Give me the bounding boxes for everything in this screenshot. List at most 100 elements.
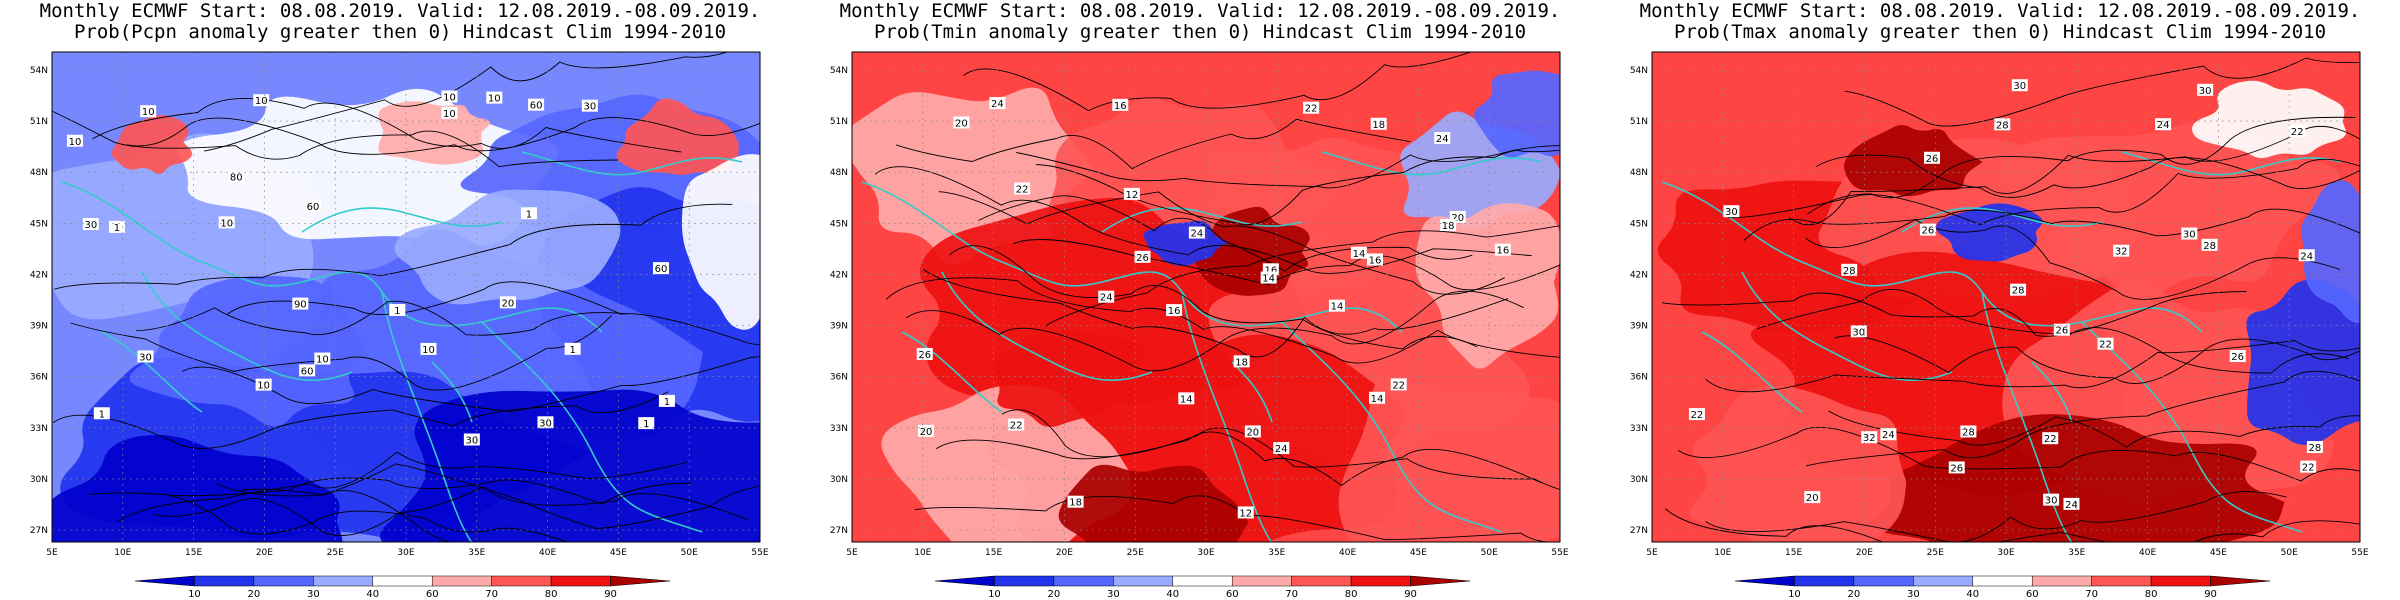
svg-text:24: 24 [1882, 430, 1895, 441]
svg-text:32: 32 [1863, 433, 1876, 444]
coastline [1981, 291, 2073, 542]
contour-line [938, 191, 1505, 295]
contour-label: 26 [1948, 461, 1965, 474]
contour-label: 1 [658, 394, 675, 408]
svg-text:30: 30 [2199, 86, 2212, 97]
colorbar-tick-label: 40 [1966, 589, 1979, 600]
latitude-label: 42N [830, 270, 848, 280]
contour-line [1677, 426, 2360, 482]
contour-line [1845, 57, 2360, 127]
longitude-label: 20E [1056, 548, 1073, 558]
latitude-label: 33N [30, 424, 48, 434]
longitude-label: 55E [2351, 548, 2368, 558]
map-panel-tmax: Monthly ECMWF Start: 08.08.2019. Valid: … [1600, 0, 2400, 600]
contour-label: 26 [1134, 250, 1151, 264]
latitude-label: 54N [830, 66, 848, 76]
colorbar-segment [1053, 575, 1114, 587]
colorbar-tick-label: 60 [426, 589, 439, 600]
svg-text:22: 22 [2302, 463, 2315, 474]
svg-text:20: 20 [1806, 493, 1819, 504]
colorbar-segment [2091, 575, 2152, 587]
longitude-label: 35E [468, 548, 485, 558]
coastline [61, 181, 603, 333]
contour-line [895, 118, 1411, 170]
svg-text:1: 1 [526, 209, 532, 220]
svg-text:1: 1 [394, 306, 400, 317]
svg-text:10: 10 [257, 381, 270, 392]
svg-text:28: 28 [1962, 427, 1975, 438]
colorbar-segment [1794, 575, 1855, 587]
contour-label: 32 [1861, 431, 1878, 444]
latitude-label: 42N [1630, 270, 1648, 280]
contour-label: 28 [2201, 238, 2218, 252]
colorbar [134, 575, 671, 587]
colorbar-tick-label: 80 [2145, 589, 2158, 600]
latitude-label: 27N [830, 526, 848, 536]
contour-label: 10 [253, 94, 270, 107]
longitude-label: 5E [46, 548, 58, 558]
svg-text:14: 14 [1331, 302, 1344, 313]
contour-line [54, 203, 733, 290]
panel-subtitle: Prob(Tmin anomaly greater then 0) Hindca… [873, 21, 1527, 43]
latitude-label: 48N [1630, 168, 1648, 178]
svg-text:90: 90 [294, 300, 307, 311]
contour-line [885, 277, 1560, 364]
svg-text:22: 22 [2044, 434, 2057, 445]
contour-label: 1 [638, 417, 655, 430]
colorbar-tick-label: 70 [485, 589, 498, 600]
coastline [941, 271, 1153, 381]
colorbar-tick-label: 40 [1166, 589, 1179, 600]
contour-label: 14 [1350, 246, 1367, 260]
contour-label: 24 [1188, 226, 1205, 240]
svg-text:30: 30 [1725, 207, 1738, 218]
svg-text:24: 24 [2300, 251, 2313, 262]
colorbar-tick-label: 90 [1404, 589, 1417, 600]
map-panel-precipitation: Monthly ECMWF Start: 08.08.2019. Valid: … [0, 0, 800, 600]
longitude-label: 50E [1481, 548, 1498, 558]
coastline [2081, 321, 2303, 533]
svg-text:10: 10 [443, 109, 456, 120]
svg-text:10: 10 [69, 137, 82, 148]
probability-area [2001, 121, 2340, 299]
svg-text:30: 30 [465, 435, 478, 446]
contour-label: 1 [389, 303, 406, 317]
contour-label: 30 [463, 433, 480, 446]
latitude-label: 54N [1630, 66, 1648, 76]
contour-label: 80 [228, 170, 245, 184]
contour-label: 14 [1178, 392, 1195, 405]
contour-label: 28 [2010, 283, 2027, 297]
latitude-label: 30N [1630, 475, 1648, 485]
contour-line [70, 314, 613, 391]
contour-label: 28 [1960, 425, 1977, 438]
contour-label: 10 [218, 216, 235, 229]
svg-text:30: 30 [1852, 327, 1865, 338]
colorbar-segment [1113, 575, 1174, 587]
svg-text:80: 80 [230, 173, 243, 184]
contour-line [204, 52, 729, 152]
colorbar-segment [1853, 575, 1914, 587]
coastline [301, 207, 503, 233]
svg-text:22: 22 [1691, 410, 1704, 421]
longitude-label: 55E [751, 548, 768, 558]
longitude-label: 15E [185, 548, 202, 558]
svg-text:22: 22 [2291, 127, 2304, 138]
contour-line [241, 488, 451, 542]
contour-label: 16 [1112, 98, 1129, 112]
latitude-label: 30N [830, 475, 848, 485]
latitude-label: 39N [830, 322, 848, 332]
svg-text:60: 60 [307, 202, 320, 213]
contour-label: 26 [1924, 151, 1941, 165]
latitude-label: 54N [30, 66, 48, 76]
contour-label: 10 [67, 134, 84, 148]
longitude-label: 25E [327, 548, 344, 558]
contour-label: 30 [1723, 205, 1740, 218]
contour-line [1807, 116, 2356, 215]
coastline [1701, 331, 1803, 413]
contour-label: 10 [441, 90, 458, 103]
contour-label: 30 [537, 416, 554, 429]
colorbar-tick-label: 70 [2085, 589, 2098, 600]
contour-label: 22 [1008, 418, 1025, 432]
svg-text:18: 18 [1069, 498, 1082, 509]
longitude-label: 45E [610, 548, 627, 558]
svg-text:10: 10 [220, 218, 233, 229]
